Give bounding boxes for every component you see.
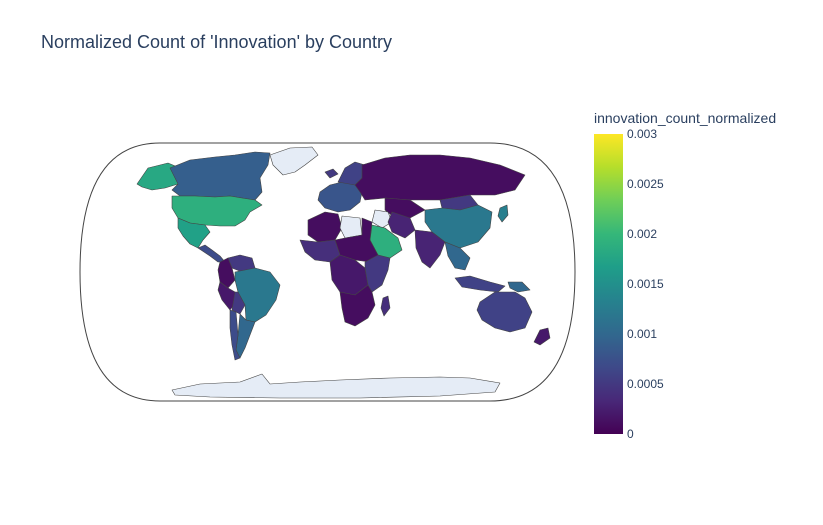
region-southern-africa[interactable]	[339, 284, 376, 327]
colorbar-tick-label: 0.002	[627, 227, 658, 241]
region-western-europe[interactable]	[317, 181, 363, 213]
region-antarctica[interactable]	[171, 373, 501, 399]
region-southeast-asia[interactable]	[444, 241, 471, 271]
region-chile[interactable]	[229, 309, 241, 361]
region-mexico[interactable]	[177, 217, 211, 249]
chart-title: Normalized Count of 'Innovation' by Coun…	[41, 32, 393, 52]
colorbar-tick-label: 0	[627, 427, 634, 441]
colorbar-tick-label: 0.0015	[627, 277, 664, 291]
colorbar-tick-label: 0.0025	[627, 177, 664, 191]
colorbar-title: innovation_count_normalized	[594, 110, 777, 126]
region-india[interactable]	[414, 229, 446, 269]
region-greenland[interactable]	[269, 146, 319, 176]
region-north-africa[interactable]	[307, 211, 343, 243]
region-china[interactable]	[424, 204, 493, 249]
colorbar-tick-label: 0.0005	[627, 377, 664, 391]
region-central-america[interactable]	[197, 244, 226, 263]
region-new-zealand[interactable]	[533, 327, 551, 346]
region-canada[interactable]	[169, 151, 271, 201]
colorbar-tick-label: 0.003	[627, 127, 658, 141]
region-bolivia[interactable]	[231, 291, 246, 315]
region-papua-new-guinea[interactable]	[507, 281, 531, 293]
colorbar-tick-label: 0.001	[627, 327, 658, 341]
region-iceland[interactable]	[324, 168, 339, 179]
colorbar	[594, 134, 623, 434]
region-iran[interactable]	[387, 211, 416, 239]
region-libya[interactable]	[339, 215, 363, 239]
region-russia[interactable]	[354, 154, 526, 201]
region-madagascar[interactable]	[380, 295, 391, 317]
region-indonesia[interactable]	[454, 275, 506, 293]
region-east-africa[interactable]	[364, 254, 391, 293]
region-australia[interactable]	[476, 291, 533, 333]
region-japan[interactable]	[497, 204, 509, 223]
region-brazil[interactable]	[234, 267, 281, 323]
region-colombia[interactable]	[217, 257, 236, 289]
region-iraq[interactable]	[371, 209, 393, 229]
